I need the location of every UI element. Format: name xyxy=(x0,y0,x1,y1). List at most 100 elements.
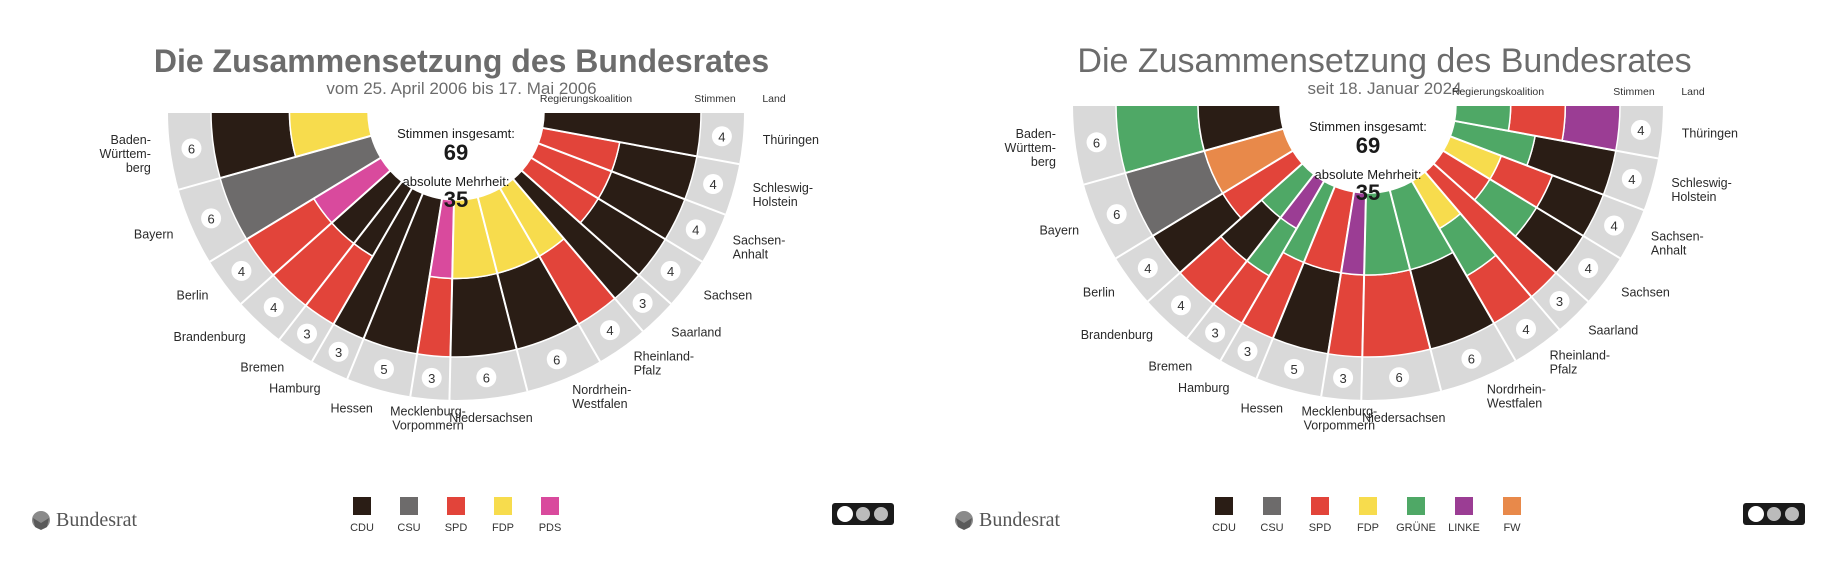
vote-badge xyxy=(711,126,732,147)
eagle-icon xyxy=(32,511,50,530)
separator xyxy=(1411,180,1517,361)
panel-subtitle: seit 18. Januar 2024 xyxy=(1307,79,1462,98)
state-mecklenburg-vorpommern xyxy=(416,198,455,358)
state-label: Rheinland-Pfalz xyxy=(1550,348,1610,376)
coalition-cdu xyxy=(332,187,424,340)
separator xyxy=(1255,186,1336,379)
separator xyxy=(476,197,529,392)
coalition-pds xyxy=(428,198,455,280)
separator xyxy=(530,156,703,263)
legend-swatch-fdp xyxy=(494,497,512,515)
separator xyxy=(178,134,372,191)
bundesrat-2006-panel: Die Zusammensetzung des Bundesrates vom … xyxy=(30,43,894,534)
separator xyxy=(1320,191,1356,397)
state-label: Nordrhein-Westfalen xyxy=(572,383,631,411)
total-value: 69 xyxy=(444,140,468,165)
vote-badge xyxy=(1604,215,1625,236)
coalition-cdu xyxy=(352,180,414,258)
state-baden-württem-berg xyxy=(210,111,373,180)
legend-label-spd: SPD xyxy=(445,522,468,534)
vote-badge xyxy=(476,367,497,388)
separator xyxy=(1424,171,1561,331)
state-label: Sachsen-Anhalt xyxy=(1651,230,1704,258)
state-label: Saarland xyxy=(1588,323,1638,337)
vote-badge xyxy=(297,323,318,344)
vote-badge xyxy=(599,320,620,341)
vote-badge xyxy=(1516,318,1537,339)
bundesrat-logo: Bundesrat xyxy=(30,508,210,532)
coalition-grüne xyxy=(1260,162,1316,219)
separator xyxy=(1147,162,1304,303)
state-label: Bremen xyxy=(1148,359,1192,373)
vote-count: 4 xyxy=(1144,261,1151,276)
legend-label-csu: CSU xyxy=(1260,522,1283,534)
vote-count: 4 xyxy=(1628,172,1635,187)
separator xyxy=(542,126,740,166)
legend-label-fw: FW xyxy=(1503,522,1521,534)
legend-swatch-csu xyxy=(400,497,418,515)
creative-commons-icon xyxy=(832,503,894,525)
header-votes: Stimmen xyxy=(1613,86,1655,98)
vote-count: 4 xyxy=(1610,218,1617,233)
vote-badge xyxy=(1284,358,1305,379)
legend-label-grüne: GRÜNE xyxy=(1396,522,1436,534)
state-label: Bremen xyxy=(240,361,284,375)
panel-title: Die Zusammensetzung des Bundesrates xyxy=(153,43,770,79)
separator xyxy=(537,142,726,216)
legend-label-csu: CSU xyxy=(397,522,420,534)
separator xyxy=(1449,135,1645,212)
coalition-spd xyxy=(520,156,600,224)
separator xyxy=(1219,180,1325,361)
state-berlin xyxy=(245,156,392,277)
state-label: Hamburg xyxy=(269,382,320,396)
vote-badge xyxy=(1630,119,1651,140)
state-brandenburg xyxy=(1178,162,1316,306)
legend-label-fdp: FDP xyxy=(492,522,514,534)
logo-text: Bundesrat xyxy=(979,509,1061,531)
seat-distribution-diagram: 6 Baden-Württem-berg 6 Bayern 4 Berlin 4 Brande… xyxy=(99,93,819,534)
state-label: Brandenburg xyxy=(173,330,245,344)
header-coalition: Regierungskoalition xyxy=(1452,86,1544,98)
vote-badge xyxy=(181,138,202,159)
vote-badge xyxy=(1549,290,1570,311)
state-label: Niedersachsen xyxy=(449,411,532,425)
separator xyxy=(1083,127,1284,186)
legend-swatch-pds xyxy=(541,497,559,515)
vote-count: 6 xyxy=(207,211,214,226)
state-label: Baden-Württem-berg xyxy=(1005,127,1056,169)
state-label: Berlin xyxy=(177,288,209,302)
legend-swatch-cdu xyxy=(353,497,371,515)
vote-badge xyxy=(201,208,222,229)
vote-count: 4 xyxy=(692,222,699,237)
vote-count: 4 xyxy=(1522,322,1529,337)
creative-commons-icon xyxy=(1743,503,1805,525)
logo-text: Bundesrat xyxy=(56,509,138,531)
state-label: Rheinland-Pfalz xyxy=(634,350,694,378)
state-hamburg xyxy=(1240,180,1336,340)
coalition-pds xyxy=(312,156,392,224)
legend-swatch-cdu xyxy=(1215,497,1233,515)
seat-distribution-diagram: 6 Baden-Württem-berg 6 Bayern 4 Berlin 4 Brande… xyxy=(1005,86,1738,534)
vote-count: 4 xyxy=(718,129,725,144)
vote-count: 6 xyxy=(1396,370,1403,385)
state-label: Bayern xyxy=(134,228,174,242)
separator xyxy=(311,187,413,362)
separator xyxy=(1360,192,1367,400)
coalition-spd xyxy=(1432,149,1491,202)
vote-count: 3 xyxy=(303,327,310,342)
majority-value: 35 xyxy=(444,187,468,212)
header-state: Land xyxy=(1681,86,1705,98)
legend-swatch-fw xyxy=(1503,497,1521,515)
separator xyxy=(512,178,644,332)
coalition-fdp xyxy=(498,177,566,258)
separator xyxy=(1115,149,1294,260)
separator xyxy=(1186,173,1315,339)
vote-count: 6 xyxy=(553,352,560,367)
coalition-grüne xyxy=(1281,180,1336,264)
separator xyxy=(520,169,672,305)
total-label: Stimmen insgesamt: xyxy=(397,126,515,141)
total-value: 69 xyxy=(1356,133,1380,158)
state-label: Schleswig-Holstein xyxy=(753,181,813,209)
vote-badge xyxy=(1086,132,1107,153)
legend-label-pds: PDS xyxy=(539,522,562,534)
